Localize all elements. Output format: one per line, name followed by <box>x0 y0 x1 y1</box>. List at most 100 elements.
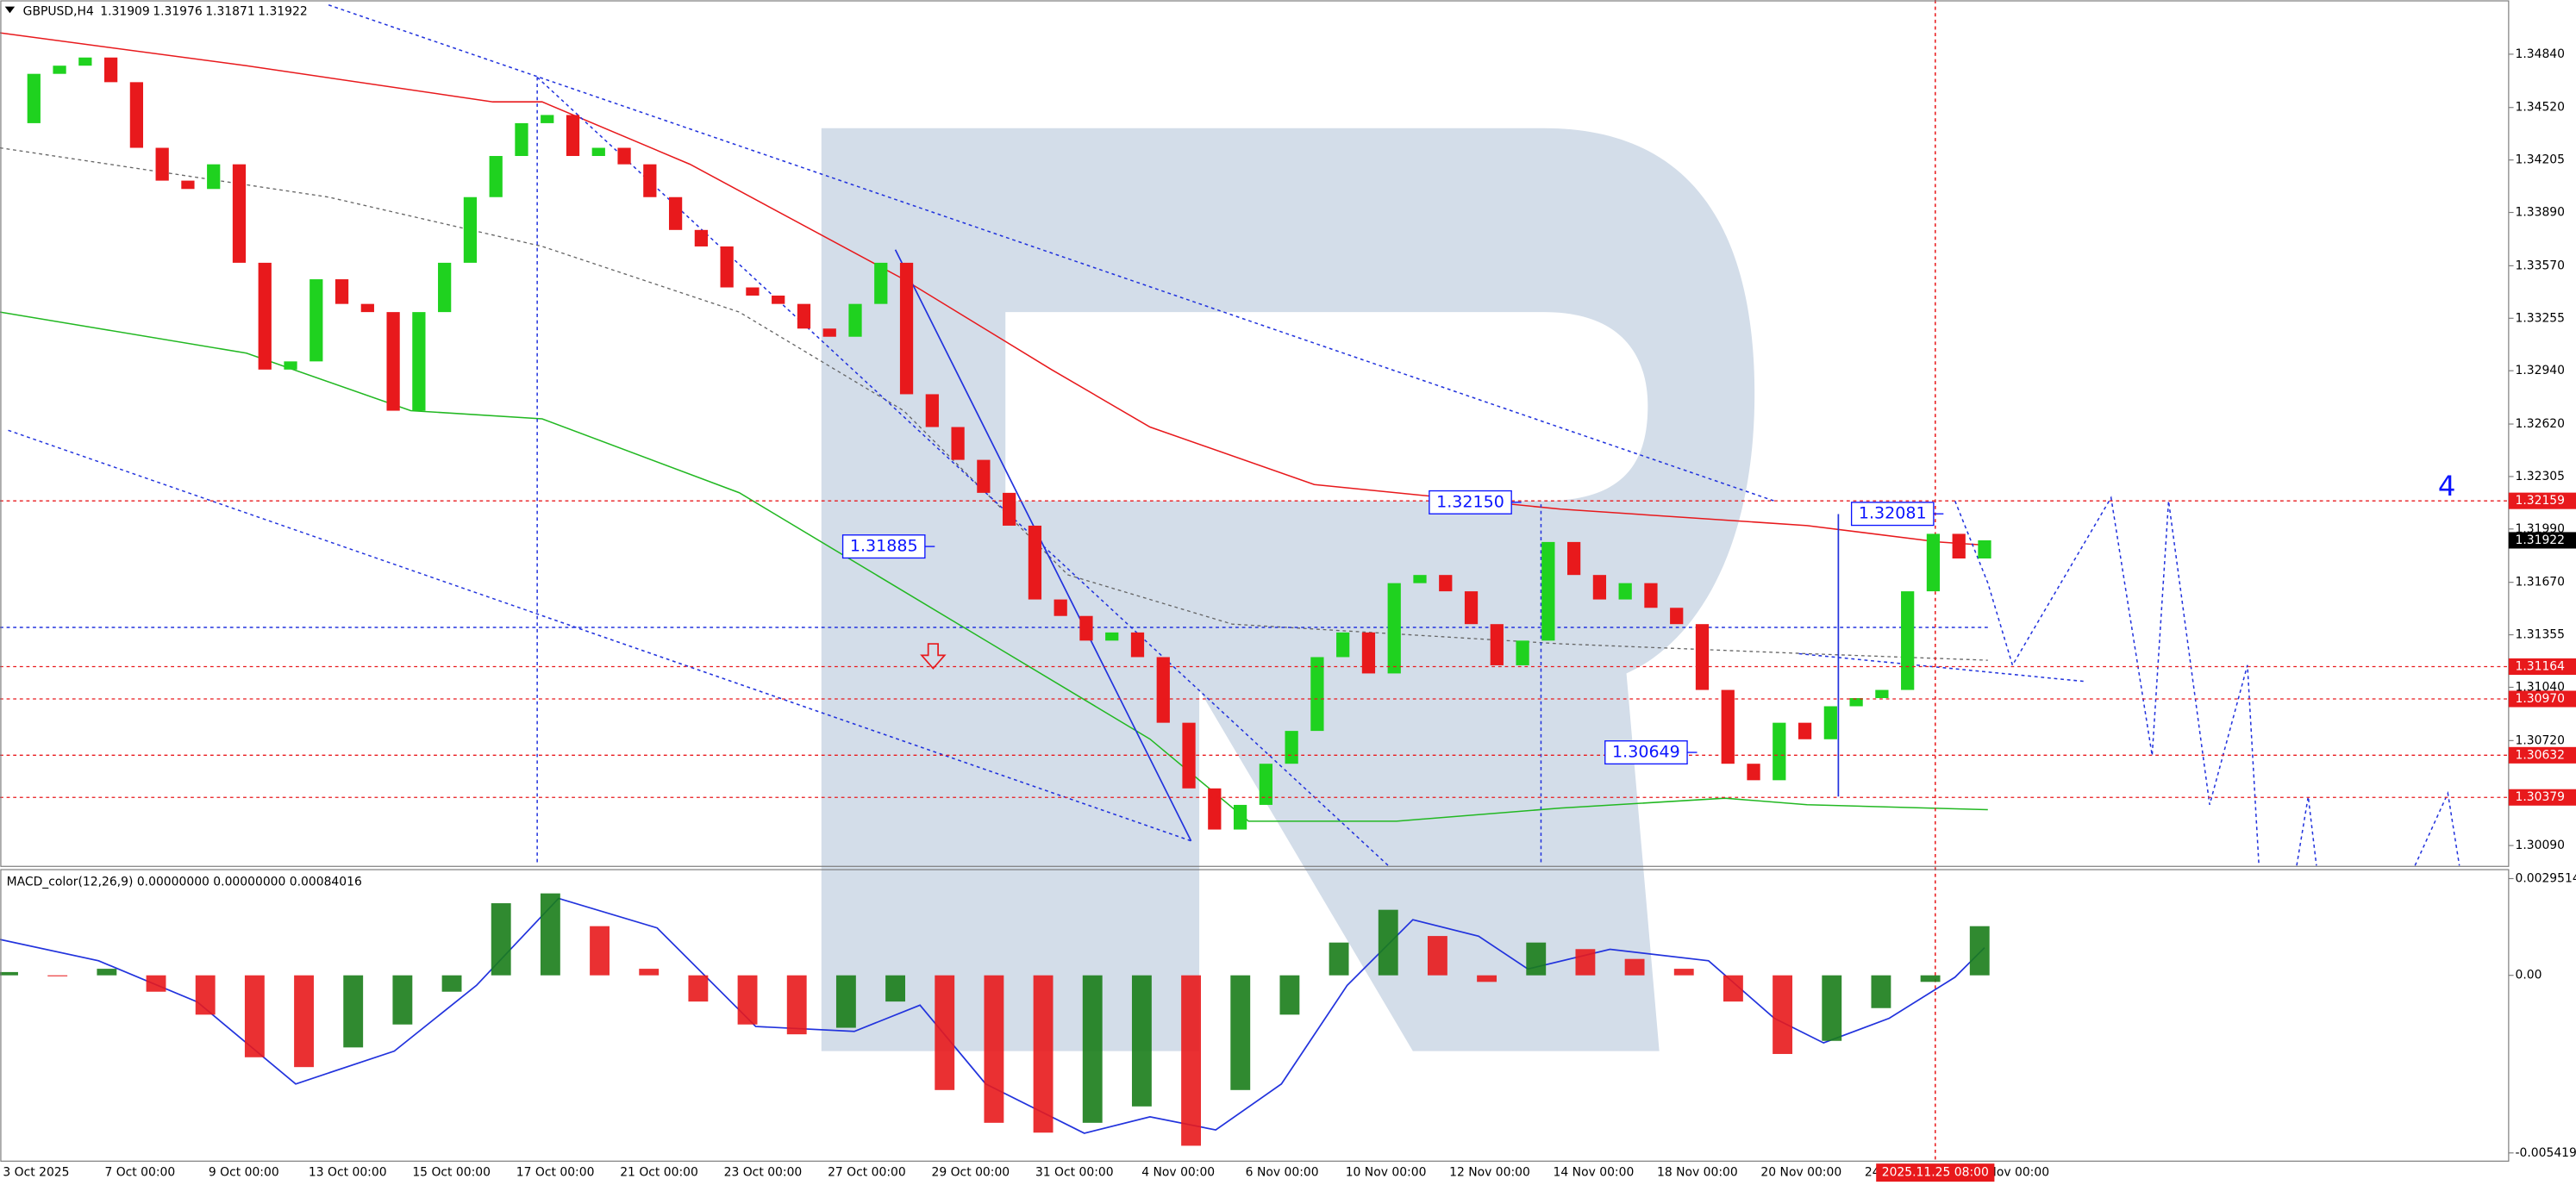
candle-body <box>258 262 272 370</box>
candle-body <box>386 312 400 411</box>
header-price: 1.31909 <box>100 4 150 18</box>
sell-arrow <box>920 643 947 670</box>
candle-body <box>412 312 426 411</box>
macd-bar <box>885 975 905 1002</box>
current-price-label: 1.31922 <box>2515 533 2565 547</box>
candle-body <box>1361 632 1376 674</box>
candle-body <box>566 115 580 156</box>
x-tick-label: 3 Oct 2025 <box>3 1166 69 1180</box>
macd-bar <box>0 971 18 976</box>
labels: 1.31909 1.31976 1.31871 1.319221.348401.345… <box>3 4 2576 1182</box>
y-tick-label: 1.33570 <box>2515 259 2565 272</box>
candle-body <box>335 279 349 304</box>
candle-body <box>1541 541 1555 641</box>
candle-body <box>617 147 631 165</box>
macd-bar <box>1969 926 1990 976</box>
macd-bar <box>688 975 709 1002</box>
y-tick-label: 1.34205 <box>2515 153 2565 167</box>
trend-line <box>328 4 1775 502</box>
candle-body <box>1259 764 1272 805</box>
header-price: 1.31871 <box>205 4 255 18</box>
macd-bar <box>392 975 413 1025</box>
y-tick-label: 1.33255 <box>2515 311 2565 325</box>
ma-green <box>0 311 1988 822</box>
annotation-box <box>1850 502 1935 527</box>
macd-bar <box>835 975 856 1028</box>
candle-body <box>53 65 66 74</box>
watermark <box>821 128 1755 1051</box>
candle-body <box>746 287 760 296</box>
macd-bar <box>1773 975 1793 1054</box>
candle-body <box>772 295 785 304</box>
macd-bar <box>1526 942 1547 976</box>
macd-bar <box>146 975 166 992</box>
forecast <box>2414 790 2460 866</box>
candle-body <box>1182 722 1196 789</box>
annotation-label: 1.32081 <box>1859 504 1927 523</box>
candle-body <box>668 196 683 230</box>
y-tick-label: 1.30090 <box>2515 839 2565 852</box>
candle-body <box>1978 539 1991 559</box>
candle-body <box>1618 583 1632 600</box>
candle-body <box>541 115 554 123</box>
macd-bar <box>1624 958 1645 976</box>
level-box <box>2508 658 2576 676</box>
candle-body <box>1695 624 1710 690</box>
candle-body <box>232 164 247 263</box>
level-label: 1.30970 <box>2515 692 2565 706</box>
level-label: 1.31164 <box>2515 659 2565 673</box>
menu-triangle <box>4 6 16 14</box>
level-box <box>2508 746 2576 764</box>
macd-bar <box>1673 969 1694 976</box>
x-tick-label: 29 Oct 00:00 <box>932 1166 1010 1180</box>
macd-bar <box>540 893 560 976</box>
macd-bar <box>343 975 364 1048</box>
candle-body <box>1823 706 1837 739</box>
candle-body <box>1926 533 1941 592</box>
y-tick-label: 1.31670 <box>2515 576 2565 589</box>
candle-body <box>1592 575 1607 600</box>
macd-bar <box>1723 975 1743 1002</box>
x-tick-label: 13 Oct 00:00 <box>309 1166 387 1180</box>
x-tick-label: 21 Oct 00:00 <box>620 1166 698 1180</box>
candle-body <box>181 180 195 190</box>
y-tick-label: 1.33890 <box>2515 206 2565 220</box>
candle-body <box>899 262 914 395</box>
macd-bar <box>786 975 807 1035</box>
wave-label: 4 <box>2438 470 2456 502</box>
x-tick-label: 10 Nov 00:00 <box>1346 1166 1427 1180</box>
current-price-box <box>2508 532 2576 549</box>
macd-bar <box>1427 936 1447 976</box>
x-tick-label: 12 Nov 00:00 <box>1449 1166 1530 1180</box>
forecast <box>1954 496 2260 866</box>
candle-body <box>1644 583 1658 608</box>
candle-body <box>1413 575 1427 583</box>
candle-body <box>1670 608 1684 625</box>
candle-body <box>1516 640 1529 665</box>
candle-body <box>155 147 169 181</box>
candle-body <box>438 262 452 313</box>
candle-body <box>1798 722 1812 739</box>
macd-bar <box>1822 975 1842 1041</box>
candle-body <box>1773 722 1786 781</box>
macd-signal <box>0 897 1985 1134</box>
x-tick-label: 27 Oct 00:00 <box>828 1166 906 1180</box>
x-tick-label: 15 Oct 00:00 <box>412 1166 491 1180</box>
candle-body <box>103 57 118 83</box>
macd-bar <box>1181 975 1202 1146</box>
candle-body <box>129 82 144 148</box>
candle-body <box>1003 492 1016 526</box>
annotation-box <box>1604 740 1688 765</box>
candle-body <box>1721 689 1735 764</box>
macd-bar <box>97 969 117 976</box>
y-tick-label: 0.0029514 <box>2515 871 2576 885</box>
candle-body <box>207 164 221 190</box>
header-price: 1.31922 <box>258 4 308 18</box>
symbol: GBPUSD,H4 <box>23 4 94 18</box>
x-tick-label: 4 Nov 00:00 <box>1141 1166 1215 1180</box>
level-box <box>2508 492 2576 509</box>
x-tick-label: 20 Nov 00:00 <box>1760 1166 1841 1180</box>
macd-bar <box>1477 975 1497 982</box>
